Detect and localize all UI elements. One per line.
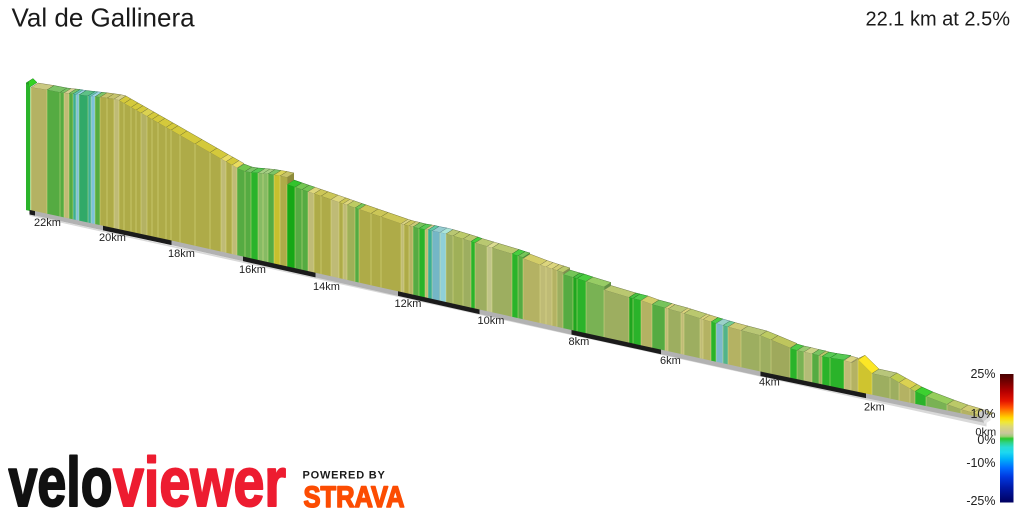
svg-text:POWERED BY: POWERED BY xyxy=(303,470,386,482)
svg-text:14km: 14km xyxy=(313,281,340,293)
svg-text:-10%: -10% xyxy=(966,456,995,470)
svg-text:16km: 16km xyxy=(239,264,266,276)
svg-text:6km: 6km xyxy=(660,355,681,367)
svg-text:velo: velo xyxy=(9,443,113,512)
svg-text:22km: 22km xyxy=(34,217,61,229)
svg-text:Val de Gallinera: Val de Gallinera xyxy=(12,3,196,33)
svg-text:STRAVA: STRAVA xyxy=(304,481,405,512)
svg-text:10km: 10km xyxy=(478,315,505,327)
svg-text:25%: 25% xyxy=(970,367,995,381)
svg-text:8km: 8km xyxy=(569,336,590,348)
svg-text:10%: 10% xyxy=(970,407,995,421)
svg-text:22.1 km at 2.5%: 22.1 km at 2.5% xyxy=(865,9,1010,31)
svg-text:viewer: viewer xyxy=(113,443,286,512)
svg-text:20km: 20km xyxy=(99,232,126,244)
svg-text:12km: 12km xyxy=(395,298,422,310)
svg-text:0%: 0% xyxy=(977,433,995,447)
svg-text:18km: 18km xyxy=(168,248,195,260)
svg-text:2km: 2km xyxy=(864,401,885,413)
svg-text:-25%: -25% xyxy=(966,494,995,508)
svg-text:0km: 0km xyxy=(975,427,996,439)
svg-text:4km: 4km xyxy=(759,376,780,388)
